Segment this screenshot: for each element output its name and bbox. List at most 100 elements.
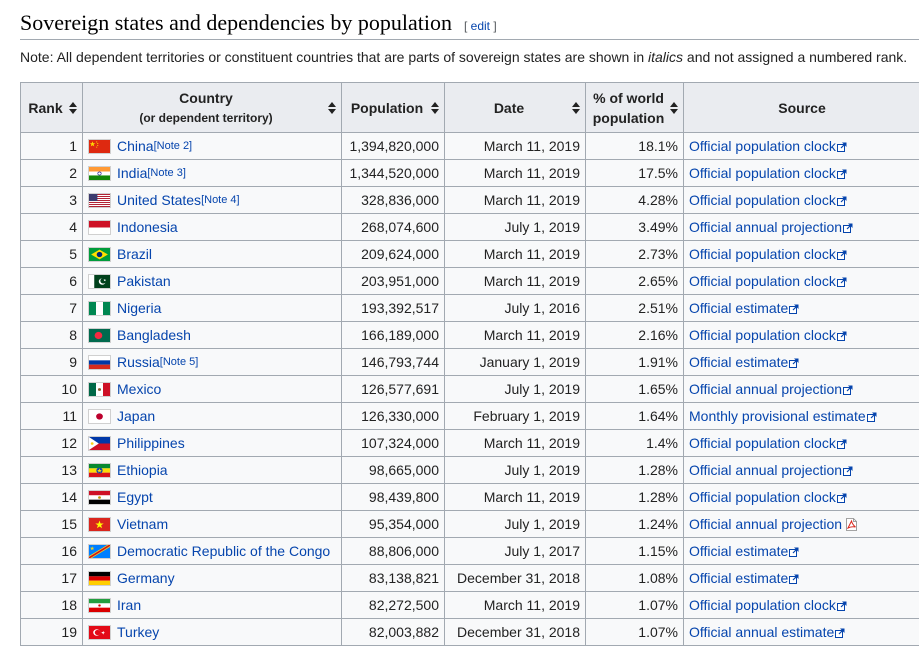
table-header-row: Rank Country(or dependent territory) Pop… <box>21 83 919 133</box>
country-column-header[interactable]: Country(or dependent territory) <box>83 83 342 133</box>
source-link[interactable]: Official population clock <box>689 165 836 181</box>
country-link[interactable]: Iran <box>117 597 141 613</box>
source-cell: Official population clock <box>684 133 919 160</box>
table-body: 1 China[Note 2] 1,394,820,000 March 11, … <box>21 133 919 646</box>
rank-cell: 9 <box>21 349 83 376</box>
source-link[interactable]: Official annual projection <box>689 219 842 235</box>
country-link[interactable]: Brazil <box>117 246 152 262</box>
country-link[interactable]: Nigeria <box>117 300 161 316</box>
external-link-icon <box>837 139 847 149</box>
population-cell: 146,793,744 <box>342 349 445 376</box>
country-link[interactable]: India <box>117 165 147 181</box>
date-cell: March 11, 2019 <box>445 268 586 295</box>
percent-cell: 2.65% <box>586 268 684 295</box>
source-link[interactable]: Official annual projection <box>689 462 842 478</box>
rank-cell: 11 <box>21 403 83 430</box>
population-column-header[interactable]: Population <box>342 83 445 133</box>
sort-icon[interactable] <box>670 102 678 114</box>
source-link[interactable]: Official population clock <box>689 489 836 505</box>
country-link[interactable]: Philippines <box>117 435 185 451</box>
source-link[interactable]: Monthly provisional estimate <box>689 408 866 424</box>
country-link[interactable]: Indonesia <box>117 219 178 235</box>
sort-icon[interactable] <box>572 102 580 114</box>
country-link[interactable]: Democratic Republic of the Congo <box>117 543 330 559</box>
philippines-flag-icon <box>88 436 111 451</box>
iran-flag-icon <box>88 598 111 613</box>
table-row: 1 China[Note 2] 1,394,820,000 March 11, … <box>21 133 919 160</box>
table-row: 5 Brazil 209,624,000 March 11, 2019 2.73… <box>21 241 919 268</box>
table-row: 10 Mexico 126,577,691 July 1, 2019 1.65%… <box>21 376 919 403</box>
table-row: 12 Philippines 107,324,000 March 11, 201… <box>21 430 919 457</box>
germany-flag-icon <box>88 571 111 586</box>
note-text-end: and not assigned a numbered rank. <box>683 49 907 65</box>
edit-link[interactable]: edit <box>471 19 490 33</box>
date-header-label: Date <box>450 98 568 118</box>
source-link[interactable]: Official estimate <box>689 354 788 370</box>
source-cell: Official annual projection <box>684 214 919 241</box>
country-cell: Indonesia <box>83 214 342 241</box>
percent-cell: 4.28% <box>586 187 684 214</box>
source-link[interactable]: Official population clock <box>689 138 836 154</box>
china-flag-icon <box>88 139 111 154</box>
country-link[interactable]: Japan <box>117 408 155 424</box>
population-cell: 95,354,000 <box>342 511 445 538</box>
external-link-icon <box>837 598 847 608</box>
vietnam-flag-icon <box>88 517 111 532</box>
sort-icon[interactable] <box>431 102 439 114</box>
population-cell: 209,624,000 <box>342 241 445 268</box>
date-cell: July 1, 2016 <box>445 295 586 322</box>
date-column-header[interactable]: Date <box>445 83 586 133</box>
percent-cell: 1.08% <box>586 565 684 592</box>
source-link[interactable]: Official population clock <box>689 273 836 289</box>
source-cell: Official estimate <box>684 538 919 565</box>
source-link[interactable]: Official estimate <box>689 300 788 316</box>
source-link[interactable]: Official annual estimate <box>689 624 834 640</box>
source-link[interactable]: Official annual projection <box>689 381 842 397</box>
external-link-icon <box>837 328 847 338</box>
country-link[interactable]: Ethiopia <box>117 462 168 478</box>
country-link[interactable]: Pakistan <box>117 273 171 289</box>
external-link-icon <box>843 220 853 230</box>
source-link[interactable]: Official population clock <box>689 246 836 262</box>
source-link[interactable]: Official population clock <box>689 192 836 208</box>
country-cell: Democratic Republic of the Congo <box>83 538 342 565</box>
rank-column-header[interactable]: Rank <box>21 83 83 133</box>
country-cell: Ethiopia <box>83 457 342 484</box>
population-header-label: Population <box>347 98 427 118</box>
source-link[interactable]: Official population clock <box>689 327 836 343</box>
country-cell: Vietnam <box>83 511 342 538</box>
united-states-flag-icon <box>88 193 111 208</box>
rank-cell: 14 <box>21 484 83 511</box>
dr-congo-flag-icon <box>88 544 111 559</box>
source-cell: Official annual projection <box>684 511 919 538</box>
edit-section: [ edit ] <box>464 19 497 33</box>
table-row: 13 Ethiopia 98,665,000 July 1, 2019 1.28… <box>21 457 919 484</box>
source-link[interactable]: Official estimate <box>689 543 788 559</box>
country-link[interactable]: China <box>117 138 154 154</box>
japan-flag-icon <box>88 409 111 424</box>
country-link[interactable]: Vietnam <box>117 516 168 532</box>
sort-icon[interactable] <box>328 102 336 114</box>
country-link[interactable]: United States <box>117 192 201 208</box>
source-header-label: Source <box>689 98 915 118</box>
country-link[interactable]: Germany <box>117 570 175 586</box>
percent-header-line2: population <box>591 108 666 128</box>
source-cell: Official annual projection <box>684 376 919 403</box>
country-link[interactable]: Bangladesh <box>117 327 191 343</box>
edit-bracket-open: [ <box>464 19 467 33</box>
sort-icon[interactable] <box>69 102 77 114</box>
country-link[interactable]: Turkey <box>117 624 159 640</box>
source-link[interactable]: Official population clock <box>689 597 836 613</box>
source-cell: Official population clock <box>684 592 919 619</box>
country-link[interactable]: Russia <box>117 354 160 370</box>
country-link[interactable]: Mexico <box>117 381 161 397</box>
source-link[interactable]: Official annual projection <box>689 516 842 532</box>
table-row: 9 Russia[Note 5] 146,793,744 January 1, … <box>21 349 919 376</box>
population-cell: 203,951,000 <box>342 268 445 295</box>
rank-cell: 13 <box>21 457 83 484</box>
source-link[interactable]: Official estimate <box>689 570 788 586</box>
country-cell: Russia[Note 5] <box>83 349 342 376</box>
source-link[interactable]: Official population clock <box>689 435 836 451</box>
country-link[interactable]: Egypt <box>117 489 153 505</box>
